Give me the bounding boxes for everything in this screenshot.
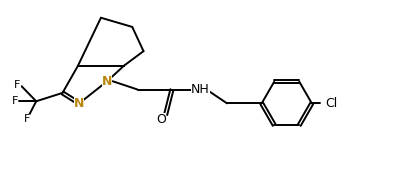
Text: N: N xyxy=(102,75,112,88)
Text: F: F xyxy=(14,80,21,89)
Text: NH: NH xyxy=(191,83,210,96)
Text: Cl: Cl xyxy=(326,97,338,110)
Text: N: N xyxy=(74,97,84,110)
Text: O: O xyxy=(157,113,166,126)
Text: F: F xyxy=(23,114,30,124)
Text: F: F xyxy=(12,96,18,106)
